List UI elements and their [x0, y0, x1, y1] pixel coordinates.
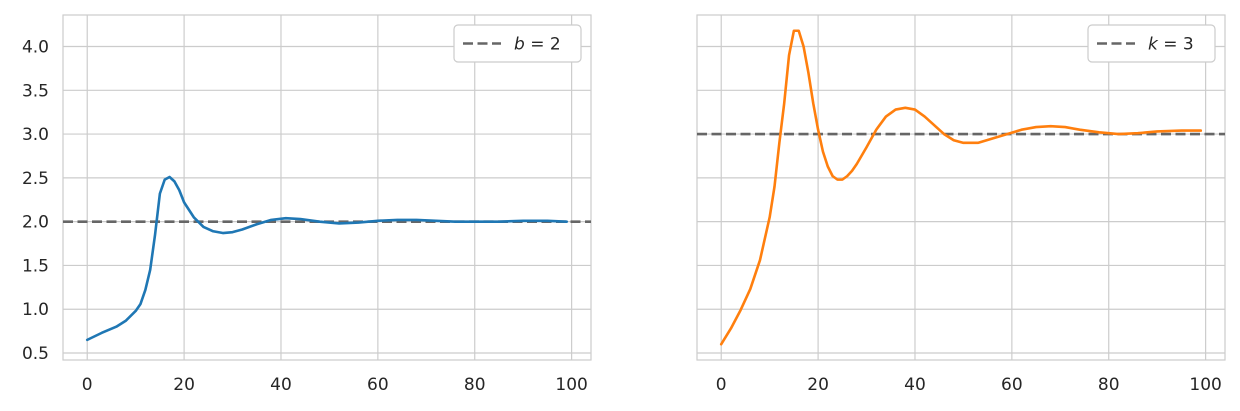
left-legend-val: 2 [550, 35, 561, 55]
left-legend-var: b [514, 35, 525, 55]
right-legend-val: 3 [1183, 35, 1194, 55]
left-chart: 0.5 1.0 1.5 2.0 2.5 3.0 3.5 4.0 0 20 40 60 80 100 b … [22, 14, 592, 395]
left-grid [63, 15, 591, 360]
left-y-tick-label-4: 2.5 [22, 169, 49, 189]
right-x-tick-label-4: 80 [1098, 375, 1120, 395]
right-x-tick-label-5: 100 [1189, 375, 1221, 395]
right-legend: k = 3 [1087, 24, 1216, 63]
left-plot-frame [62, 14, 592, 361]
right-x-tick-labels: 0 20 40 60 80 100 [716, 375, 1222, 395]
left-y-tick-labels: 0.5 1.0 1.5 2.0 2.5 3.0 3.5 4.0 [22, 38, 49, 364]
right-legend-label: k = 3 [1148, 35, 1194, 55]
left-series-line-0 [85, 175, 569, 342]
left-x-tick-label-4: 80 [464, 375, 486, 395]
left-x-tick-label-2: 40 [270, 375, 292, 395]
left-legend-label: b = 2 [514, 35, 561, 55]
right-x-tick-label-0: 0 [716, 375, 727, 395]
right-x-tick-label-3: 60 [1001, 375, 1023, 395]
left-y-tick-label-6: 3.5 [22, 81, 49, 101]
right-plot-frame [696, 14, 1226, 361]
left-series [85, 175, 569, 342]
left-y-tick-label-7: 4.0 [22, 38, 49, 58]
left-y-tick-label-5: 3.0 [22, 125, 49, 145]
right-legend-var: k [1148, 35, 1159, 55]
left-x-tick-label-0: 0 [82, 375, 93, 395]
left-x-tick-label-3: 60 [367, 375, 389, 395]
right-series-line-0 [719, 29, 1203, 346]
left-y-tick-label-3: 2.0 [22, 213, 49, 233]
left-legend: b = 2 [453, 24, 582, 63]
right-x-tick-label-2: 40 [904, 375, 926, 395]
left-legend-box [453, 24, 582, 63]
right-x-tick-label-1: 20 [807, 375, 829, 395]
left-x-tick-label-5: 100 [555, 375, 587, 395]
right-series [719, 29, 1203, 346]
right-legend-op: = [1158, 35, 1183, 55]
left-y-tick-label-1: 1.0 [22, 300, 49, 320]
left-x-tick-labels: 0 20 40 60 80 100 [82, 375, 588, 395]
left-legend-op: = [525, 35, 550, 55]
left-x-tick-label-1: 20 [173, 375, 195, 395]
right-grid [697, 15, 1225, 360]
right-legend-box [1087, 24, 1216, 63]
left-y-tick-label-2: 1.5 [22, 256, 49, 276]
left-y-tick-label-0: 0.5 [22, 344, 49, 364]
right-chart: 0 20 40 60 80 100 k = 3 [696, 14, 1226, 395]
